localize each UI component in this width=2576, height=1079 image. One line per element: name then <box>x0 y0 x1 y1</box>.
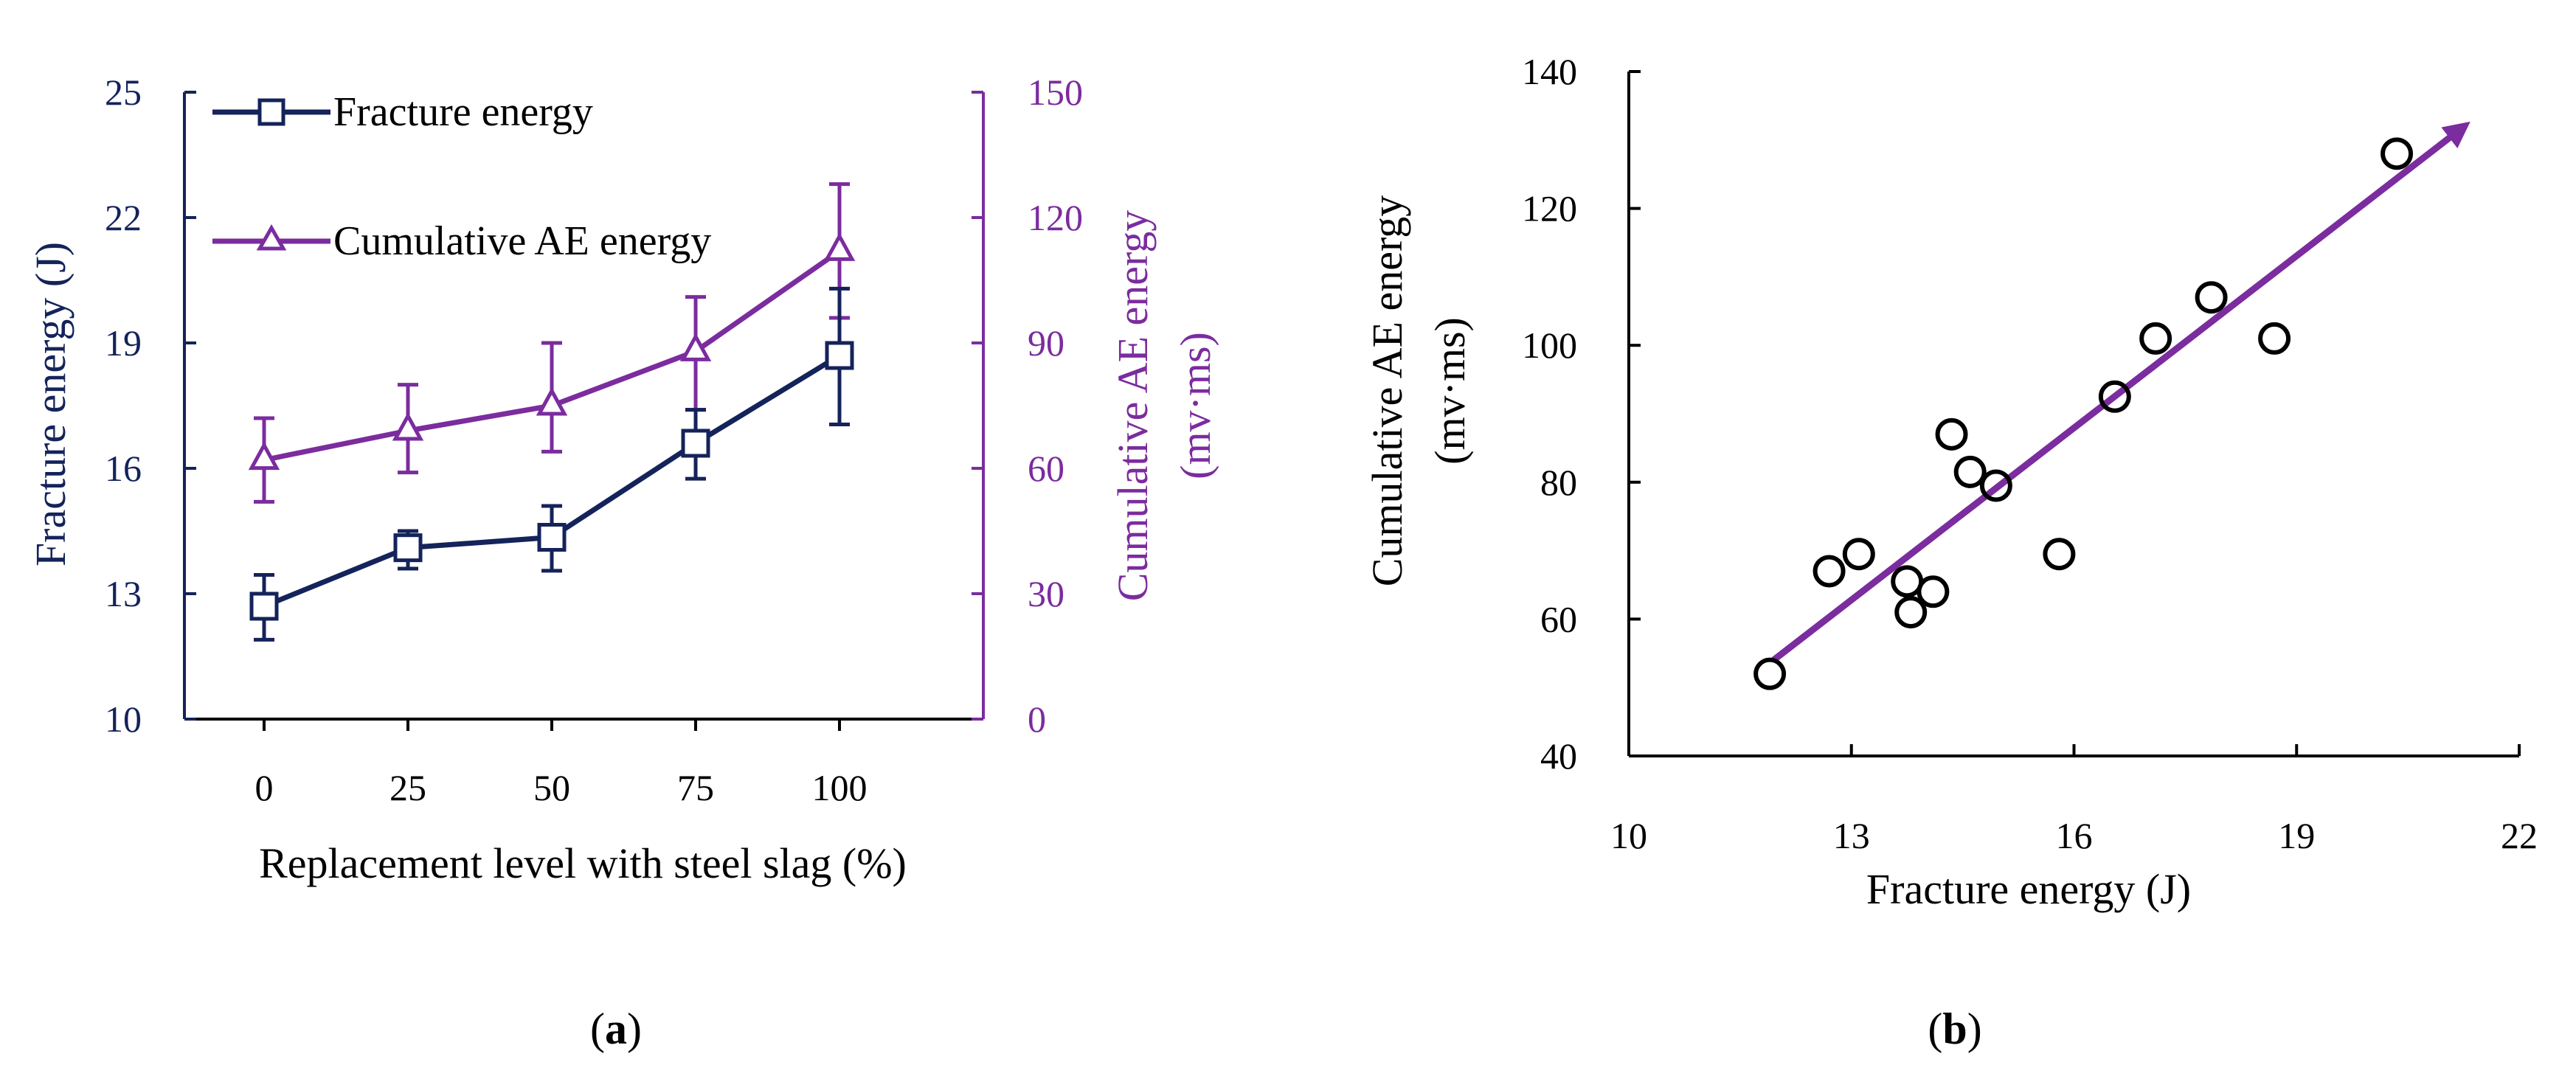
square-marker <box>681 429 710 458</box>
a-right-axis-title-line1: Cumulative AE energy <box>1109 210 1157 602</box>
a-right-tick-label: 90 <box>1028 322 1064 364</box>
b-y-tick-label: 80 <box>1540 462 1577 503</box>
a-x-tick-label: 50 <box>533 767 570 808</box>
legend-fracture-label: Fracture energy <box>333 89 593 135</box>
legend-square-marker <box>257 98 285 126</box>
a-right-tick-label: 0 <box>1028 698 1046 740</box>
b-y-axis-title-line1: Cumulative AE energy <box>1363 195 1411 587</box>
a-x-ticks: 0 25 50 75 100 <box>255 719 868 808</box>
scatter-point <box>2258 322 2291 355</box>
b-y-tick-label: 120 <box>1522 188 1577 229</box>
scatter-point <box>2043 538 2076 571</box>
scatter-point <box>2381 137 2414 170</box>
b-y-ticks: 40 60 80 100 120 140 <box>1522 51 1641 777</box>
scatter-point <box>1979 469 2012 502</box>
a-x-tick-label: 100 <box>812 767 868 808</box>
b-y-axis-title-line2: (mv·ms) <box>1426 317 1474 465</box>
b-x-tick-label: 22 <box>2501 815 2538 856</box>
square-marker <box>249 591 279 621</box>
triangle-marker <box>823 232 856 261</box>
a-left-tick-label: 22 <box>105 197 142 238</box>
scatter-point <box>1917 575 1950 608</box>
scatter-point <box>2139 322 2172 355</box>
scatter-point <box>2098 380 2131 413</box>
ae-energy-series <box>248 182 856 504</box>
b-y-tick-label: 140 <box>1522 51 1577 92</box>
b-x-tick-label: 13 <box>1833 815 1870 856</box>
scatter-point <box>1842 538 1875 571</box>
a-left-tick-label: 16 <box>105 448 142 489</box>
b-y-tick-label: 100 <box>1522 325 1577 366</box>
b-x-ticks: 10 13 16 19 22 <box>1610 744 2538 856</box>
triangle-marker <box>392 412 424 441</box>
scatter-point <box>1753 657 1787 690</box>
panel-b-chart: 40 60 80 100 120 140 10 13 16 19 22 Fracture ener… <box>1363 51 2538 913</box>
a-left-tick-label: 19 <box>105 322 142 364</box>
a-left-axis-title: Fracture energy (J) <box>27 242 75 566</box>
b-y-tick-label: 40 <box>1540 735 1577 777</box>
b-y-tick-label: 60 <box>1540 598 1577 639</box>
a-left-ticks: 10 13 16 19 22 25 <box>105 72 196 740</box>
triangle-marker <box>679 333 712 361</box>
a-x-axis-title: Replacement level with steel slag (%) <box>259 839 907 887</box>
scatter-point <box>1935 417 1968 451</box>
a-x-tick-label: 75 <box>677 767 714 808</box>
legend-item-fracture-energy: Fracture energy <box>212 89 593 135</box>
a-x-tick-label: 25 <box>389 767 426 808</box>
legend-triangle-marker <box>256 223 287 251</box>
triangle-marker <box>248 441 280 471</box>
scatter-point <box>1894 596 1928 629</box>
panel-a-label: (a) <box>590 1005 642 1053</box>
b-scatter-points <box>1753 137 2414 690</box>
a-right-tick-label: 120 <box>1028 197 1083 238</box>
b-x-tick-label: 10 <box>1610 815 1647 856</box>
a-left-tick-label: 25 <box>105 72 142 113</box>
scatter-point <box>2195 281 2228 314</box>
scatter-point <box>1812 555 1846 588</box>
trend-line <box>1771 121 2471 663</box>
a-x-tick-label: 0 <box>255 767 274 808</box>
a-right-tick-label: 60 <box>1028 448 1064 489</box>
a-left-tick-label: 10 <box>105 698 142 740</box>
square-marker <box>393 533 423 563</box>
panel-a-chart: 10 13 16 19 22 25 0 30 60 90 120 150 0 25 50 75 100 Re… <box>27 72 1219 887</box>
b-x-axis-title: Fracture energy (J) <box>1866 865 2191 913</box>
b-x-tick-label: 16 <box>2056 815 2093 856</box>
fracture-energy-series <box>249 286 854 642</box>
a-legend: Fracture energy Cumulative AE energy <box>212 89 711 264</box>
triangle-marker <box>536 386 568 416</box>
square-marker <box>537 523 567 552</box>
legend-item-ae-energy: Cumulative AE energy <box>212 218 711 264</box>
square-marker <box>825 341 854 370</box>
a-right-ticks: 0 30 60 90 120 150 <box>972 72 1083 740</box>
b-x-tick-label: 19 <box>2278 815 2315 856</box>
legend-ae-label: Cumulative AE energy <box>333 218 711 264</box>
a-right-tick-label: 30 <box>1028 573 1064 614</box>
panel-b-label: (b) <box>1928 1005 1981 1053</box>
scatter-point <box>1953 455 1987 488</box>
a-right-axis-title-line2: (mv·ms) <box>1171 332 1219 479</box>
a-right-tick-label: 150 <box>1028 72 1083 113</box>
a-left-tick-label: 13 <box>105 573 142 614</box>
